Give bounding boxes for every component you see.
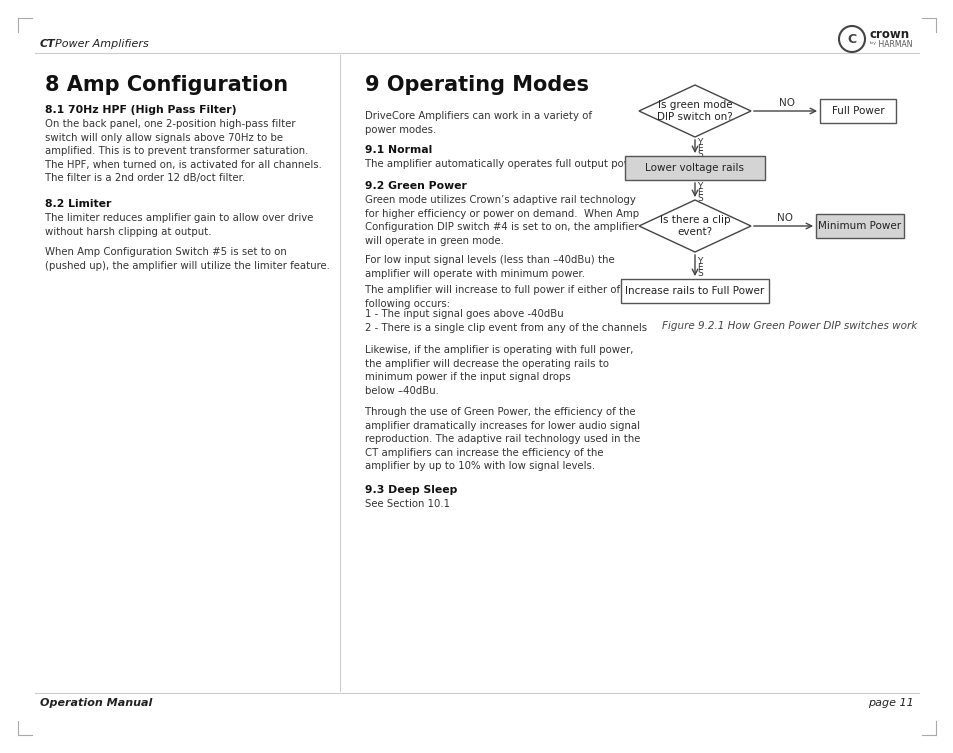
Text: Lower voltage rails: Lower voltage rails: [645, 163, 743, 173]
Text: 8.2 Limiter: 8.2 Limiter: [45, 199, 112, 209]
Text: Increase rails to Full Power: Increase rails to Full Power: [625, 286, 763, 296]
Text: Is there a clip
event?: Is there a clip event?: [659, 215, 730, 237]
Text: 8.1 70Hz HPF (High Pass Filter): 8.1 70Hz HPF (High Pass Filter): [45, 105, 236, 115]
Text: 1 - The input signal goes above -40dBu: 1 - The input signal goes above -40dBu: [365, 309, 563, 319]
Text: On the back panel, one 2-position high-pass filter
switch will only allow signal: On the back panel, one 2-position high-p…: [45, 119, 321, 184]
Text: Y: Y: [697, 181, 702, 191]
Polygon shape: [639, 85, 750, 137]
Text: E: E: [697, 144, 702, 153]
Polygon shape: [639, 200, 750, 252]
FancyBboxPatch shape: [820, 99, 895, 123]
Text: Minimum Power: Minimum Power: [818, 221, 901, 231]
Text: When Amp Configuration Switch #5 is set to on
(pushed up), the amplifier will ut: When Amp Configuration Switch #5 is set …: [45, 247, 330, 270]
Text: The amplifier will increase to full power if either of the
following occurs:: The amplifier will increase to full powe…: [365, 285, 639, 309]
Text: E: E: [697, 263, 702, 272]
Text: 9.1 Normal: 9.1 Normal: [365, 145, 432, 155]
Text: The amplifier automatically operates full output power.: The amplifier automatically operates ful…: [365, 159, 644, 169]
Text: Is green mode
DIP switch on?: Is green mode DIP switch on?: [657, 100, 732, 122]
Text: 9 Operating Modes: 9 Operating Modes: [365, 75, 588, 95]
Text: 9.3 Deep Sleep: 9.3 Deep Sleep: [365, 485, 456, 495]
Text: See Section 10.1: See Section 10.1: [365, 499, 450, 509]
Text: Likewise, if the amplifier is operating with full power,
the amplifier will decr: Likewise, if the amplifier is operating …: [365, 345, 633, 396]
Text: Power Amplifiers: Power Amplifiers: [55, 39, 149, 49]
Text: Y: Y: [697, 257, 702, 266]
Text: For low input signal levels (less than –40dBu) the
amplifier will operate with m: For low input signal levels (less than –…: [365, 255, 614, 279]
Text: DriveCore Amplifiers can work in a variety of
power modes.: DriveCore Amplifiers can work in a varie…: [365, 111, 592, 135]
Text: Full Power: Full Power: [831, 106, 883, 116]
Text: The limiter reduces amplifier gain to allow over drive
without harsh clipping at: The limiter reduces amplifier gain to al…: [45, 213, 313, 236]
Text: S: S: [697, 269, 702, 278]
FancyBboxPatch shape: [815, 214, 903, 238]
Text: E: E: [697, 187, 702, 197]
Text: NO: NO: [777, 213, 793, 223]
Text: S: S: [697, 150, 702, 159]
Text: 9.2 Green Power: 9.2 Green Power: [365, 181, 466, 191]
Text: crown: crown: [869, 28, 909, 41]
Text: Through the use of Green Power, the efficiency of the
amplifier dramatically inc: Through the use of Green Power, the effi…: [365, 407, 639, 471]
Text: Green mode utilizes Crown’s adaptive rail technology
for higher efficiency or po: Green mode utilizes Crown’s adaptive rai…: [365, 195, 639, 245]
Text: 2 - There is a single clip event from any of the channels: 2 - There is a single clip event from an…: [365, 323, 646, 333]
Text: 8 Amp Configuration: 8 Amp Configuration: [45, 75, 288, 95]
Text: Figure 9.2.1 How Green Power DIP switches work: Figure 9.2.1 How Green Power DIP switche…: [661, 321, 916, 331]
Text: page 11: page 11: [867, 698, 913, 708]
Text: Operation Manual: Operation Manual: [40, 698, 152, 708]
Text: ᵇʸ HARMAN: ᵇʸ HARMAN: [869, 39, 911, 48]
Text: Y: Y: [697, 138, 702, 147]
Text: S: S: [697, 194, 702, 203]
Text: CT: CT: [40, 39, 55, 49]
FancyBboxPatch shape: [624, 156, 764, 180]
FancyBboxPatch shape: [620, 279, 768, 303]
Text: NO: NO: [779, 98, 795, 108]
Text: C: C: [846, 32, 856, 45]
